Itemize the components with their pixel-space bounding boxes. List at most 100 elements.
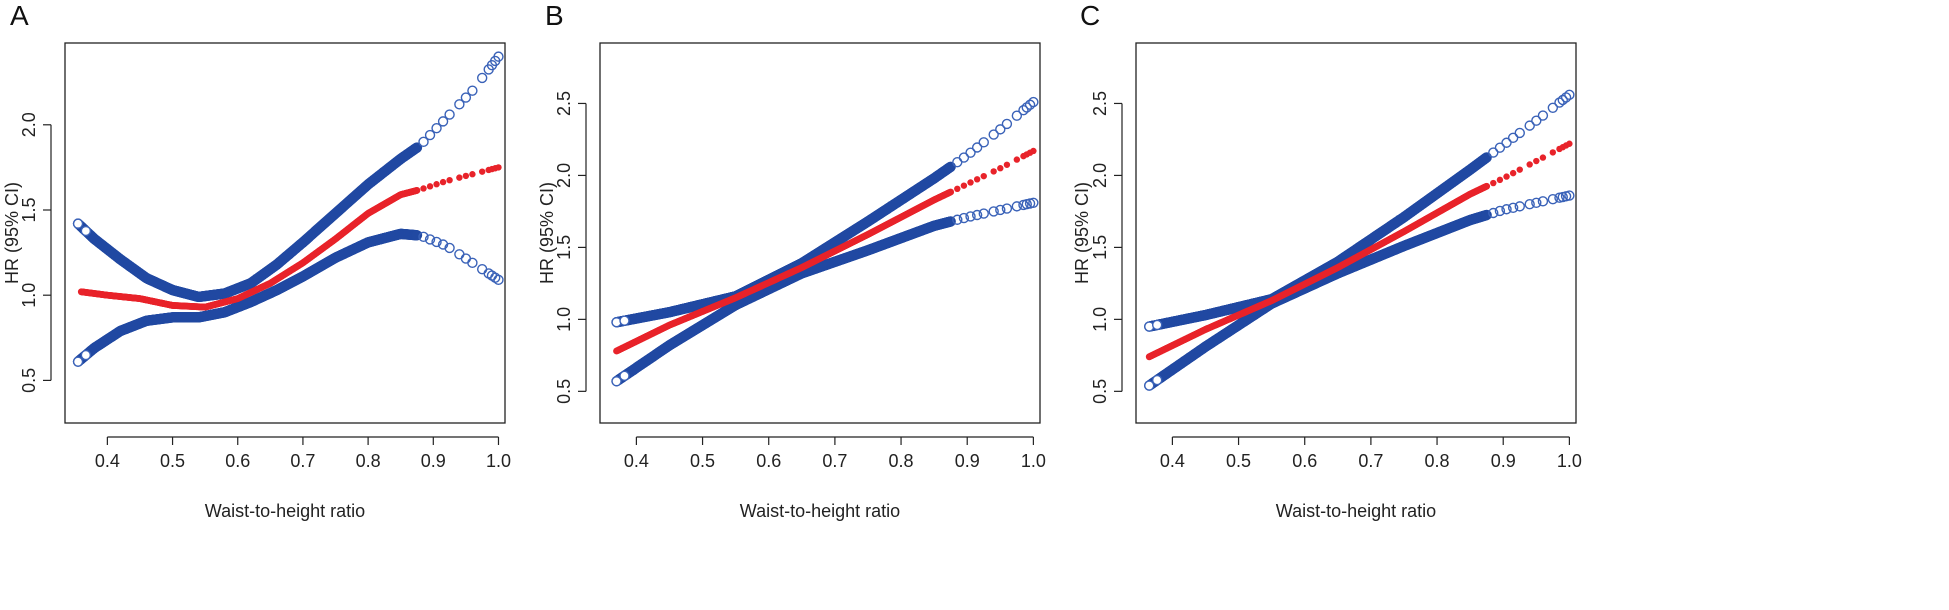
panel-b-y-axis-title: HR (95% CI)	[537, 182, 557, 284]
panel-b-lower-ci-series-point	[971, 209, 983, 221]
panel-b-hr-estimate-series-point	[954, 185, 961, 193]
panel-a-upper-ci-series-point	[80, 225, 92, 237]
panel-b-hr-estimate-series-point	[1013, 156, 1021, 163]
panel-a-hr-estimate-series-point	[433, 181, 440, 188]
panel-a-upper-ci-series	[72, 51, 504, 303]
panel-a-x-tick-label: 0.4	[95, 451, 120, 471]
panel-b-x-tick-label: 0.8	[889, 451, 914, 471]
panel-b-hr-estimate-series-point	[947, 188, 955, 196]
panel-a-plot-frame	[64, 42, 506, 424]
panel-c-y-tick-label: 2.5	[1090, 91, 1110, 116]
panel-a-upper-ci-series-point	[437, 116, 449, 127]
panel-b-upper-ci-series-point	[952, 156, 963, 168]
panel-b-lower-ci-series-point	[611, 376, 622, 387]
panel-b-y-tick-label: 1.0	[554, 307, 574, 332]
panel-b-y-tick-label: 0.5	[554, 379, 574, 404]
panel-b-hr-estimate-series-point	[621, 343, 628, 351]
panel-c-x-tick-label: 0.4	[1160, 451, 1185, 471]
panel-a-x-tick-label: 0.7	[290, 451, 315, 471]
panel-a-hr-estimate-series-point	[446, 176, 453, 184]
panel-a-hr-estimate-series-point	[469, 171, 476, 178]
panel-a-upper-ci-series-point	[411, 142, 423, 153]
panel-c-lower-ci-series-point	[1481, 209, 1492, 221]
panel-a-upper-ci-series-point	[424, 129, 436, 141]
panel-b-hr-estimate-series-point	[960, 182, 968, 189]
panel-b-upper-ci-series-point	[1011, 110, 1023, 121]
panel-c-x-tick-label: 0.7	[1358, 451, 1383, 471]
panel-c-letter: C	[1080, 0, 1100, 31]
panel-b-x-tick-label: 0.9	[955, 451, 980, 471]
panel-b-hr-estimate-series-point	[613, 347, 620, 355]
panel-c-lower-ci-series-point	[1514, 201, 1525, 212]
panel-a-upper-ci-series-point	[418, 136, 429, 148]
panel-a-hr-estimate-series-point	[495, 164, 502, 171]
panel-b-upper-ci-series-point	[945, 161, 956, 172]
panel-c-lower-ci-series-point	[1494, 205, 1506, 217]
panel-b-upper-ci-series-point	[978, 137, 989, 148]
panel-a: A0.4 0.5 0.6 0.7 0.8 0.9 1.00.51.01.52.0Waist-…	[2, 0, 511, 521]
panel-a-y-tick-label: 0.5	[19, 368, 39, 393]
panel-b-upper-ci-series-point	[1021, 102, 1032, 113]
panel-c-y-tick-label: 0.5	[1090, 379, 1110, 404]
panel-b-lower-ci-series-point	[958, 212, 970, 224]
panel-b-y-tick-label: 2.5	[554, 91, 574, 116]
panel-b-lower-ci-series-point	[995, 204, 1006, 216]
panel-b-lower-ci-series	[611, 197, 1039, 387]
panel-c-x-tick-label: 0.6	[1292, 451, 1317, 471]
panel-a-y-tick-label: 2.0	[19, 112, 39, 137]
panel-c-lower-ci-series-point	[1151, 374, 1163, 386]
panel-b-upper-ci-series-point	[995, 124, 1006, 135]
panel-c-y-tick-label: 2.0	[1090, 163, 1110, 188]
panel-b-hr-estimate-series-point	[1003, 161, 1011, 168]
panel-b-x-tick-label: 0.7	[822, 451, 847, 471]
panel-a-lower-ci-series-point	[454, 249, 465, 260]
panel-c-lower-ci-series-point	[1507, 202, 1519, 214]
panel-b-lower-ci-series-point	[965, 211, 976, 222]
panel-c-x-tick-label: 1.0	[1557, 451, 1582, 471]
panel-b-upper-ci-series-point	[619, 315, 630, 326]
panel-a-lower-ci-series	[72, 228, 504, 367]
panel-b-upper-ci-series-point	[965, 147, 976, 158]
panel-a-hr-estimate-series-point	[413, 186, 421, 194]
panel-a-hr-estimate-series-point	[426, 183, 434, 190]
panel-b-y-tick-label: 1.5	[554, 235, 574, 260]
panel-c-x-axis-title: Waist-to-height ratio	[1276, 501, 1436, 521]
panel-b-lower-ci-series-point	[1001, 203, 1013, 214]
panel-b-letter: B	[545, 0, 564, 31]
panel-c-x-tick-label: 0.5	[1226, 451, 1251, 471]
panel-a-lower-ci-series-point	[431, 236, 442, 248]
panel-a-x-tick-label: 0.6	[225, 451, 250, 471]
panel-b-lower-ci-series-point	[978, 208, 989, 219]
panel-b-hr-estimate-series-point	[990, 168, 997, 175]
panel-c-lower-ci-series-point	[1547, 193, 1559, 205]
panel-a-upper-ci-series-point	[444, 109, 455, 120]
panel-a-lower-ci-series-point	[411, 230, 423, 241]
panel-a-lower-ci-series-point	[444, 242, 455, 254]
panel-b-upper-ci-series-point	[1001, 118, 1013, 130]
panel-c-x-tick-label: 0.9	[1491, 451, 1516, 471]
panel-c-y-tick-label: 1.5	[1090, 235, 1110, 260]
panel-a-hr-estimate-series-point	[420, 185, 427, 192]
panel-a-lower-ci-series-point	[437, 239, 449, 250]
panel-b-lower-ci-series-point	[988, 206, 999, 217]
panel-a-hr-estimate-series-point	[456, 174, 463, 181]
panel-b-lower-ci-series-point	[1011, 201, 1023, 212]
panel-c-y-axis-title: HR (95% CI)	[1072, 182, 1092, 284]
panel-b-plot-frame	[599, 42, 1041, 424]
panel-a-lower-ci-series-point	[467, 257, 478, 269]
panel-a-upper-ci-series-point	[454, 99, 465, 110]
panel-b-lower-ci-series-point	[952, 214, 963, 225]
panel-c-lower-ci-series	[1144, 190, 1575, 391]
panel-b-upper-ci-series-point	[988, 129, 999, 140]
panel-a-x-tick-label: 1.0	[486, 451, 511, 471]
panel-a-upper-ci-series-point	[467, 85, 478, 96]
panel-a-y-tick-label: 1.0	[19, 283, 39, 308]
panel-b-upper-ci-series-point	[1024, 99, 1036, 110]
panel-c-lower-ci-series-point	[1488, 207, 1499, 219]
panel-a-upper-ci-series-point	[72, 218, 84, 229]
panel-a-lower-ci-series-point	[418, 231, 429, 243]
panel-a-hr-estimate-series-point	[462, 172, 470, 180]
panel-c-lower-ci-series-point	[1537, 196, 1549, 207]
